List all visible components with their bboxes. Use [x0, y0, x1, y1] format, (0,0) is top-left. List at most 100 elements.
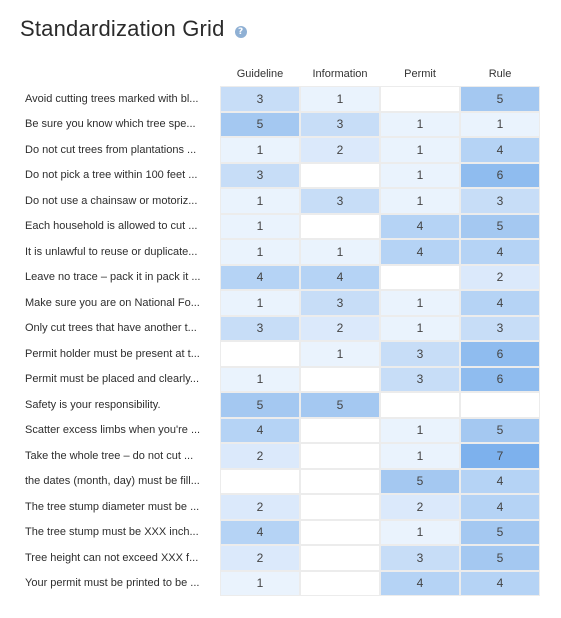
- grid-cell-rule[interactable]: 1: [461, 112, 539, 136]
- grid-cell-permit[interactable]: 1: [381, 520, 459, 544]
- grid-cell-information[interactable]: 2: [301, 138, 379, 162]
- grid-cell-rule[interactable]: 4: [461, 138, 539, 162]
- grid-cell-information[interactable]: 4: [301, 265, 379, 289]
- grid-cell-permit[interactable]: 5: [381, 469, 459, 493]
- grid-cell-information[interactable]: 5: [301, 393, 379, 417]
- grid-cell-permit[interactable]: 1: [381, 444, 459, 468]
- grid-cell-rule[interactable]: 4: [461, 291, 539, 315]
- grid-cell-information[interactable]: 2: [301, 316, 379, 340]
- grid-cell-permit[interactable]: [381, 87, 459, 111]
- grid-cell-permit[interactable]: 1: [381, 138, 459, 162]
- grid-cell-guideline[interactable]: 4: [221, 265, 299, 289]
- row-label: It is unlawful to reuse or duplicate...: [25, 245, 198, 258]
- grid-cell-guideline[interactable]: 4: [221, 520, 299, 544]
- grid-cell-rule[interactable]: 4: [461, 571, 539, 595]
- grid-row: Permit must be placed and clearly... 1 3 6: [20, 366, 540, 392]
- grid-cell-guideline[interactable]: [221, 342, 299, 366]
- grid-cell-guideline[interactable]: 1: [221, 138, 299, 162]
- grid-cell-permit[interactable]: 3: [381, 367, 459, 391]
- grid-cell-information[interactable]: [301, 546, 379, 570]
- grid-cell-guideline[interactable]: 1: [221, 189, 299, 213]
- grid-row: Each household is allowed to cut ... 1 4 5: [20, 213, 540, 239]
- grid-cell-permit[interactable]: 3: [381, 546, 459, 570]
- grid-cell-information[interactable]: [301, 214, 379, 238]
- row-label: Permit must be placed and clearly...: [25, 373, 200, 386]
- grid-cell-rule[interactable]: 5: [461, 546, 539, 570]
- grid-cell-information[interactable]: 1: [301, 240, 379, 264]
- grid-cell-guideline[interactable]: 1: [221, 571, 299, 595]
- grid-cell-permit[interactable]: 3: [381, 342, 459, 366]
- grid-row: Do not cut trees from plantations ... 1 2 1…: [20, 137, 540, 163]
- grid-cell-rule[interactable]: 6: [461, 342, 539, 366]
- grid-cell-information[interactable]: [301, 418, 379, 442]
- grid-cell-permit[interactable]: 1: [381, 291, 459, 315]
- grid-cell-permit[interactable]: 2: [381, 495, 459, 519]
- grid-cell-guideline[interactable]: 5: [221, 393, 299, 417]
- grid-cell-information[interactable]: [301, 163, 379, 187]
- grid-cell-permit[interactable]: 1: [381, 316, 459, 340]
- grid-cell-rule[interactable]: 3: [461, 316, 539, 340]
- grid-cell-rule[interactable]: 4: [461, 495, 539, 519]
- help-icon[interactable]: ?: [234, 25, 247, 38]
- grid-cell-information[interactable]: [301, 469, 379, 493]
- grid-cell-guideline[interactable]: 1: [221, 291, 299, 315]
- row-label: Safety is your responsibility.: [25, 398, 161, 411]
- grid-cell-rule[interactable]: [461, 393, 539, 417]
- grid-cell-information[interactable]: 3: [301, 112, 379, 136]
- grid-cell-rule[interactable]: 6: [461, 367, 539, 391]
- grid-cell-rule[interactable]: 2: [461, 265, 539, 289]
- grid-cell-information[interactable]: 1: [301, 87, 379, 111]
- grid-cell-guideline[interactable]: 3: [221, 87, 299, 111]
- grid-cell-guideline[interactable]: 1: [221, 367, 299, 391]
- grid-cell-guideline[interactable]: [221, 469, 299, 493]
- grid-cell-information[interactable]: [301, 495, 379, 519]
- grid-cell-guideline[interactable]: 2: [221, 495, 299, 519]
- row-label: Your permit must be printed to be ...: [25, 577, 200, 590]
- grid-cell-information[interactable]: [301, 571, 379, 595]
- grid-cell-permit[interactable]: 4: [381, 571, 459, 595]
- row-label: Leave no trace – pack it in pack it ...: [25, 271, 201, 284]
- grid-cell-guideline[interactable]: 2: [221, 444, 299, 468]
- grid-cell-permit[interactable]: 4: [381, 214, 459, 238]
- grid-cell-permit[interactable]: 1: [381, 112, 459, 136]
- grid-cell-guideline[interactable]: 2: [221, 546, 299, 570]
- grid-cell-rule[interactable]: 5: [461, 87, 539, 111]
- grid-cell-guideline[interactable]: 5: [221, 112, 299, 136]
- grid-cell-guideline[interactable]: 3: [221, 163, 299, 187]
- grid-cell-guideline[interactable]: 3: [221, 316, 299, 340]
- grid-cell-guideline[interactable]: 4: [221, 418, 299, 442]
- grid-cell-rule[interactable]: 7: [461, 444, 539, 468]
- grid-cell-information[interactable]: [301, 444, 379, 468]
- grid-cell-permit[interactable]: 1: [381, 418, 459, 442]
- grid-cell-information[interactable]: 3: [301, 189, 379, 213]
- grid-cell-guideline[interactable]: 1: [221, 214, 299, 238]
- grid-cell-information[interactable]: 3: [301, 291, 379, 315]
- row-label: Make sure you are on National Fo...: [25, 296, 200, 309]
- page-header: Standardization Grid ?: [20, 16, 247, 42]
- grid-cell-permit[interactable]: 1: [381, 163, 459, 187]
- grid-cell-rule[interactable]: 6: [461, 163, 539, 187]
- grid-cell-rule[interactable]: 3: [461, 189, 539, 213]
- row-label: Take the whole tree – do not cut ...: [25, 449, 194, 462]
- grid-cell-rule[interactable]: 4: [461, 469, 539, 493]
- grid-cell-rule[interactable]: 5: [461, 214, 539, 238]
- grid-row: Take the whole tree – do not cut ... 2 1 7: [20, 443, 540, 469]
- grid-cell-permit[interactable]: 4: [381, 240, 459, 264]
- grid-cell-permit[interactable]: 1: [381, 189, 459, 213]
- grid-cell-rule[interactable]: 5: [461, 418, 539, 442]
- row-label: Permit holder must be present at t...: [25, 347, 200, 360]
- grid-cell-information[interactable]: [301, 520, 379, 544]
- column-header-information: Information: [312, 68, 368, 80]
- grid-cell-permit[interactable]: [381, 265, 459, 289]
- row-label: Avoid cutting trees marked with bl...: [25, 92, 199, 105]
- grid-row: Permit holder must be present at t... 1 3 6: [20, 341, 540, 367]
- grid-cell-rule[interactable]: 4: [461, 240, 539, 264]
- grid-cell-rule[interactable]: 5: [461, 520, 539, 544]
- grid-cell-information[interactable]: 1: [301, 342, 379, 366]
- grid-cell-guideline[interactable]: 1: [221, 240, 299, 264]
- grid-cell-permit[interactable]: [381, 393, 459, 417]
- grid-cell-information[interactable]: [301, 367, 379, 391]
